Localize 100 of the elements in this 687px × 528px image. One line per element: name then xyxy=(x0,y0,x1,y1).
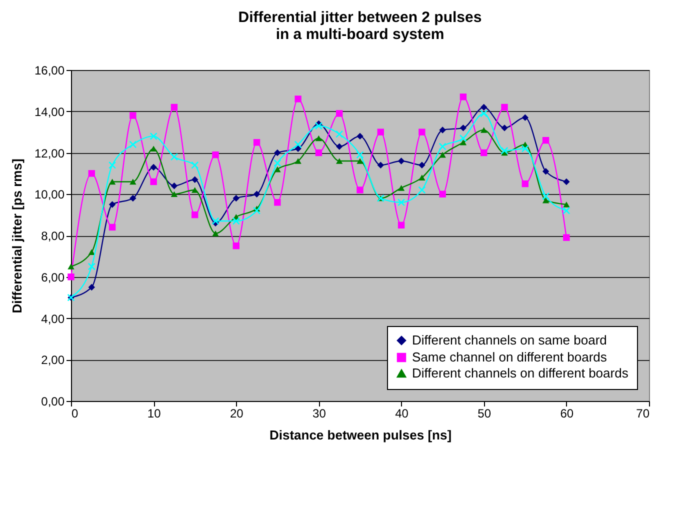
point xyxy=(130,112,136,119)
point xyxy=(418,128,426,136)
point xyxy=(253,139,260,146)
point xyxy=(150,132,158,140)
point xyxy=(356,151,364,159)
y-tick-label: 12,00 xyxy=(34,146,65,160)
y-tick-label: 14,00 xyxy=(34,104,65,119)
point xyxy=(192,187,198,193)
point xyxy=(398,222,405,229)
x-tick-label: 60 xyxy=(560,406,574,420)
point xyxy=(542,192,550,200)
point xyxy=(253,190,260,198)
point xyxy=(191,161,199,169)
point xyxy=(377,162,384,169)
point xyxy=(439,190,446,198)
point xyxy=(274,166,281,172)
point xyxy=(542,168,550,175)
y-tick-label: 6,00 xyxy=(41,270,65,284)
point xyxy=(563,202,570,208)
point xyxy=(232,242,240,250)
point xyxy=(460,124,467,132)
y-tick-label: 8,00 xyxy=(41,229,65,243)
point xyxy=(439,152,446,158)
x-tick-label: 0 xyxy=(72,406,78,420)
point xyxy=(150,146,157,152)
y-tick-label: 2,00 xyxy=(41,353,65,368)
point xyxy=(88,249,95,255)
point xyxy=(88,284,95,291)
point xyxy=(500,146,508,154)
point xyxy=(356,132,364,140)
point xyxy=(480,104,488,111)
point xyxy=(150,164,157,171)
point xyxy=(88,262,96,270)
point xyxy=(418,186,426,194)
point xyxy=(501,104,508,111)
point xyxy=(274,199,281,206)
point xyxy=(418,174,426,180)
x-tick-label: 70 xyxy=(636,406,650,420)
chart-title: Differential jitter between 2 pulses in a multi-board system xyxy=(238,9,482,43)
point xyxy=(356,158,364,164)
point xyxy=(562,206,570,214)
point xyxy=(315,149,322,156)
point xyxy=(170,153,178,161)
y-tick-label: 16,00 xyxy=(34,64,65,78)
point xyxy=(150,178,157,186)
point xyxy=(336,110,343,117)
x-axis-title: Distance between pulses [ns] xyxy=(269,428,452,442)
x-tick-label: 10 xyxy=(147,406,162,420)
point xyxy=(232,194,240,202)
point xyxy=(294,96,302,102)
point xyxy=(108,178,116,185)
point xyxy=(356,186,364,194)
x-tick-label: 50 xyxy=(478,406,492,420)
point xyxy=(88,170,95,177)
point xyxy=(336,158,343,164)
point xyxy=(563,178,570,186)
point xyxy=(563,234,570,241)
point xyxy=(192,211,198,218)
point xyxy=(170,182,178,190)
point xyxy=(336,143,343,150)
point xyxy=(398,185,405,191)
point xyxy=(108,224,116,231)
point xyxy=(129,140,137,148)
point xyxy=(542,197,550,204)
point xyxy=(480,110,488,118)
point xyxy=(170,104,178,111)
point xyxy=(480,127,488,133)
point xyxy=(377,128,384,136)
point xyxy=(542,136,550,144)
point xyxy=(398,158,405,164)
x-tick-label: 30 xyxy=(312,406,326,420)
point xyxy=(294,158,302,164)
point xyxy=(460,140,467,146)
legend-label: Same channel on different boards xyxy=(412,350,608,364)
point xyxy=(108,201,116,208)
point xyxy=(130,194,136,202)
point xyxy=(68,264,74,270)
y-tick-label: 4,00 xyxy=(41,312,65,326)
point xyxy=(274,149,281,156)
legend-label: Different channels on different boards xyxy=(412,366,629,380)
point xyxy=(521,144,529,152)
point xyxy=(418,162,426,169)
point xyxy=(397,198,406,206)
point xyxy=(522,180,528,188)
y-tick-label: 0,00 xyxy=(41,394,65,408)
point xyxy=(130,178,136,185)
point xyxy=(170,191,178,198)
point xyxy=(274,159,282,167)
legend-label: Different channels on same board xyxy=(412,332,607,348)
point xyxy=(252,206,261,214)
x-tick-label: 20 xyxy=(230,406,244,420)
point xyxy=(294,145,302,152)
point xyxy=(460,94,467,100)
point xyxy=(459,134,468,142)
point xyxy=(439,126,446,134)
point xyxy=(314,122,323,130)
point xyxy=(522,114,528,121)
point xyxy=(480,149,488,156)
point xyxy=(501,124,508,132)
point xyxy=(232,217,240,225)
